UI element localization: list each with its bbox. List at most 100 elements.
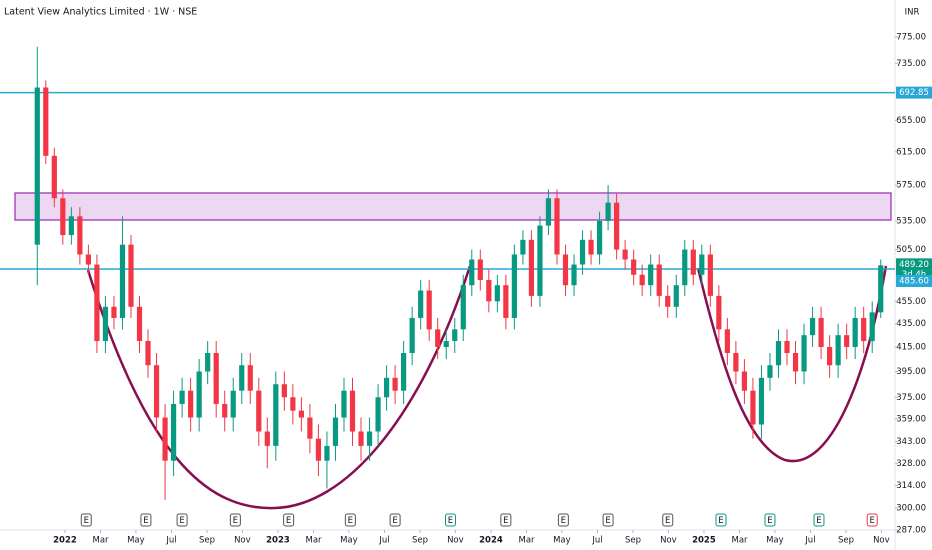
candle-body (145, 341, 151, 366)
x-tick-label: Mar (93, 536, 110, 546)
x-tick-label: May (127, 536, 145, 546)
earnings-label: E (286, 516, 291, 526)
candle-body (639, 274, 645, 286)
candle-body (60, 198, 66, 236)
level-label: 692.85 (899, 88, 929, 98)
y-tick-label: 395.00 (896, 367, 926, 377)
earnings-marker: E (389, 513, 401, 527)
candle-body (51, 155, 57, 199)
candle-body (656, 264, 662, 296)
y-tick-label: 655.00 (896, 116, 926, 126)
earnings-marker: E (764, 513, 776, 527)
x-tick-label: Mar (306, 536, 323, 546)
candle-body (383, 377, 390, 398)
earnings-marker: E (283, 513, 295, 527)
candle-body (818, 317, 824, 347)
x-tick-label: May (553, 536, 571, 546)
candle-body (801, 335, 807, 372)
candle-body (579, 239, 586, 265)
last-price-label: 489.20 (899, 260, 929, 270)
candle-body (213, 352, 219, 404)
candle-body (77, 216, 83, 255)
candle-body (690, 249, 696, 275)
candle-body (230, 390, 236, 418)
earnings-label: E (665, 516, 670, 526)
earnings-badge (444, 513, 456, 527)
candle-body (861, 317, 867, 342)
y-tick-label: 575.00 (896, 181, 926, 191)
candle-body (358, 431, 364, 446)
y-tick-label: 328.00 (896, 459, 926, 469)
earnings-badge (662, 513, 674, 527)
candle-body (528, 239, 535, 296)
earnings-label: E (816, 516, 821, 526)
x-tick-label: Jul (165, 536, 176, 546)
earnings-marker: E (229, 513, 241, 527)
candle-body (85, 254, 91, 265)
candle-body (716, 295, 722, 330)
candle-body (239, 365, 245, 391)
candle-body (571, 264, 577, 286)
candle-body (196, 371, 202, 418)
earnings-badge (389, 513, 401, 527)
x-tick-label: Jul (591, 536, 602, 546)
candle-body (401, 352, 407, 391)
level-label: 485.60 (899, 277, 929, 287)
x-tick-label: 2023 (266, 536, 290, 546)
earnings-badge (176, 513, 188, 527)
candle-body (878, 265, 884, 313)
x-tick-label: Nov (447, 536, 464, 546)
candle-body (767, 365, 773, 378)
candle-body (758, 377, 765, 425)
candle-body (409, 317, 415, 353)
x-tick-label: 2025 (692, 536, 716, 546)
candle-body (827, 346, 833, 366)
candle-body (324, 445, 330, 461)
earnings-badge (715, 513, 727, 527)
candle-body (443, 341, 449, 347)
candle-body (34, 87, 40, 245)
candle-body (179, 390, 185, 404)
x-tick-label: Nov (660, 536, 677, 546)
candle-body (205, 352, 211, 372)
candle-body (622, 249, 628, 260)
candle-body (426, 290, 432, 330)
earnings-badge (866, 513, 878, 527)
x-tick-label: May (766, 536, 784, 546)
x-tick-label: May (340, 536, 358, 546)
earnings-label: E (392, 516, 397, 526)
candle-body (128, 244, 134, 307)
y-tick-label: 359.00 (896, 414, 926, 424)
cup-curve (696, 265, 888, 463)
earnings-marker: E (602, 513, 614, 527)
earnings-label: E (233, 516, 238, 526)
candle-body (281, 384, 287, 398)
earnings-marker: E (662, 513, 674, 527)
earnings-badge (557, 513, 569, 527)
candle-body (315, 438, 322, 461)
candle-body (136, 306, 143, 342)
x-tick-label: Nov (873, 536, 890, 546)
earnings-label: E (767, 516, 772, 526)
candle-body (503, 285, 509, 318)
earnings-label: E (348, 516, 353, 526)
x-tick-label: Jul (804, 536, 815, 546)
earnings-badge (80, 513, 92, 527)
candle-body (349, 390, 356, 432)
x-tick-label: Sep (199, 536, 215, 546)
earnings-label: E (179, 516, 184, 526)
earnings-badge (283, 513, 295, 527)
candle-body (341, 390, 347, 418)
candle-body (699, 254, 705, 275)
cup-curve (86, 265, 472, 510)
earnings-marker: E (866, 513, 878, 527)
earnings-label: E (561, 516, 566, 526)
candle-body (307, 417, 313, 439)
last-price-bg (896, 258, 932, 281)
candle-body (486, 279, 492, 302)
candle-body (392, 377, 398, 391)
candle-body (545, 198, 552, 226)
candle-body (119, 244, 126, 318)
y-tick-label: 775.00 (896, 33, 926, 43)
y-tick-label: 735.00 (896, 59, 926, 69)
